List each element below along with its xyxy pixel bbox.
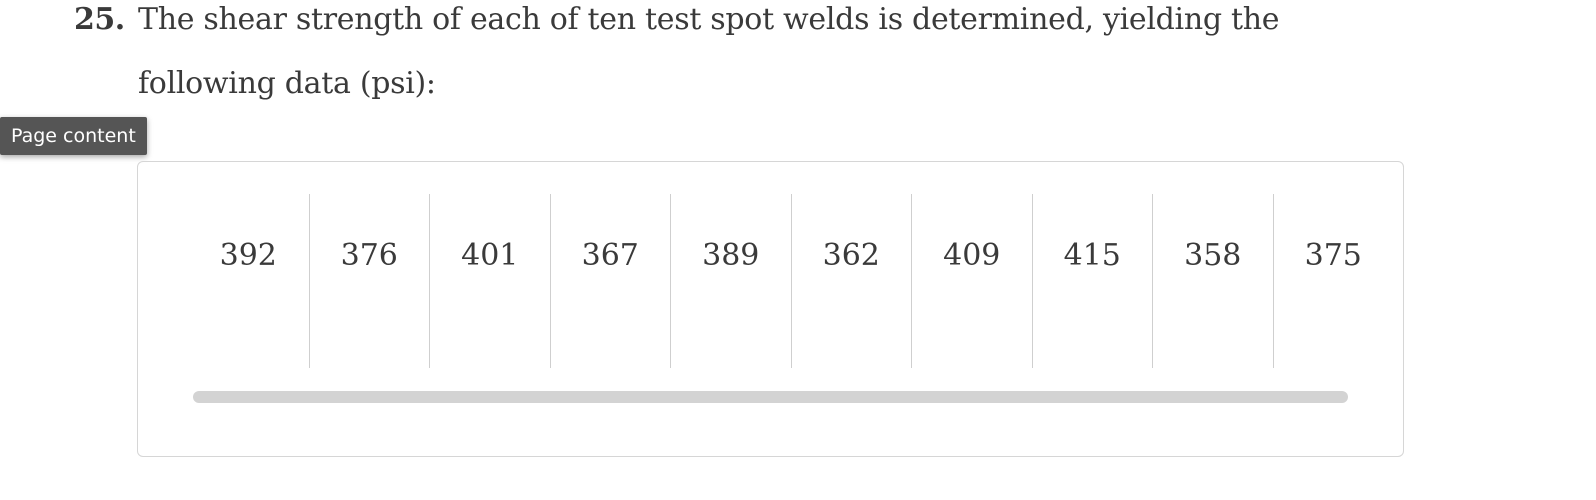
data-table-container: 392 376 401 367 389 362 409 415 358 375 <box>137 161 1404 457</box>
table-cell: 375 <box>1272 194 1394 368</box>
table-cell: 392 <box>219 238 277 273</box>
table-cell: 358 <box>1152 194 1273 368</box>
table-cell: 376 <box>308 194 430 368</box>
question-number: 25. <box>74 2 125 37</box>
table-cell: 362 <box>790 194 912 368</box>
data-table-row: 392 376 401 367 389 362 409 415 358 375 <box>188 194 1393 368</box>
table-cell: 409 <box>911 194 1032 368</box>
horizontal-scrollbar[interactable] <box>193 391 1348 403</box>
table-cell: 401 <box>429 194 550 368</box>
table-cell: 367 <box>549 194 671 368</box>
page-content-tooltip: Page content <box>0 117 147 155</box>
table-cell: 389 <box>670 194 791 368</box>
table-cell: 415 <box>1031 194 1153 368</box>
question-text: The shear strength of each of ten test s… <box>138 2 1280 101</box>
